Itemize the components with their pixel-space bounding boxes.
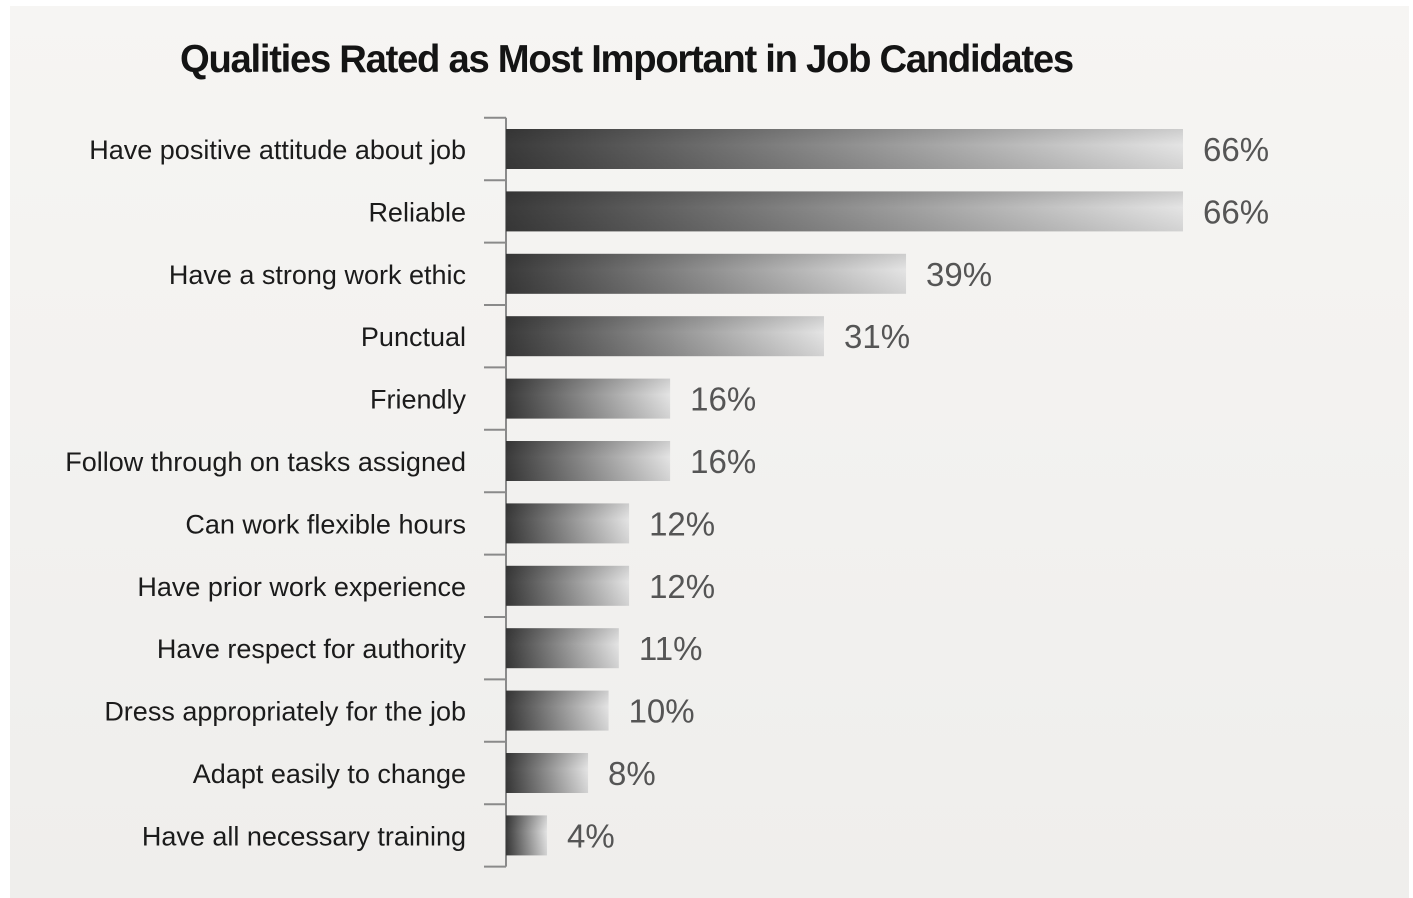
bar-shade — [506, 565, 630, 606]
value-label: 12% — [649, 568, 715, 605]
value-label: 4% — [567, 817, 615, 854]
bars — [506, 129, 1183, 856]
bar-shade — [506, 253, 907, 294]
bar-shade — [506, 815, 548, 856]
bar-shade — [506, 690, 609, 731]
value-label: 31% — [844, 318, 910, 355]
category-label: Friendly — [370, 385, 467, 415]
value-label: 66% — [1203, 131, 1269, 168]
value-label: 12% — [649, 505, 715, 542]
value-label: 8% — [608, 755, 656, 792]
bar-shade — [506, 191, 1183, 232]
value-label: 10% — [629, 693, 695, 730]
y-axis — [484, 116, 507, 868]
value-labels: 66% 66% 39% 31% 16% 16% 12% 12% 11% 10% 8% 4% — [567, 131, 1269, 854]
category-label: Can work flexible hours — [185, 509, 466, 539]
bar-shade — [506, 628, 619, 669]
category-label: Dress appropriately for the job — [104, 697, 466, 727]
bar-shade — [506, 316, 824, 357]
category-label: Reliable — [368, 197, 466, 227]
category-label: Follow through on tasks assigned — [65, 447, 466, 477]
value-label: 39% — [926, 256, 992, 293]
category-label: Punctual — [361, 322, 466, 352]
bar-shade — [506, 129, 1183, 169]
category-label: Have all necessary training — [142, 821, 466, 851]
bar-shade — [506, 378, 671, 419]
category-label: Have a strong work ethic — [169, 260, 466, 290]
value-label: 16% — [690, 381, 756, 418]
bar-shade — [506, 503, 630, 544]
category-label: Adapt easily to change — [193, 759, 466, 789]
category-labels: Have positive attitude about job Reliable… — [65, 135, 466, 851]
category-label: Have positive attitude about job — [89, 135, 466, 165]
value-label: 16% — [690, 443, 756, 480]
bar-shade — [506, 441, 671, 481]
category-label: Have prior work experience — [137, 572, 466, 602]
category-label: Have respect for authority — [157, 634, 467, 664]
value-label: 66% — [1203, 193, 1269, 230]
value-label: 11% — [639, 630, 703, 667]
chart-title: Qualities Rated as Most Important in Job… — [180, 38, 1074, 81]
bar-shade — [506, 753, 589, 793]
